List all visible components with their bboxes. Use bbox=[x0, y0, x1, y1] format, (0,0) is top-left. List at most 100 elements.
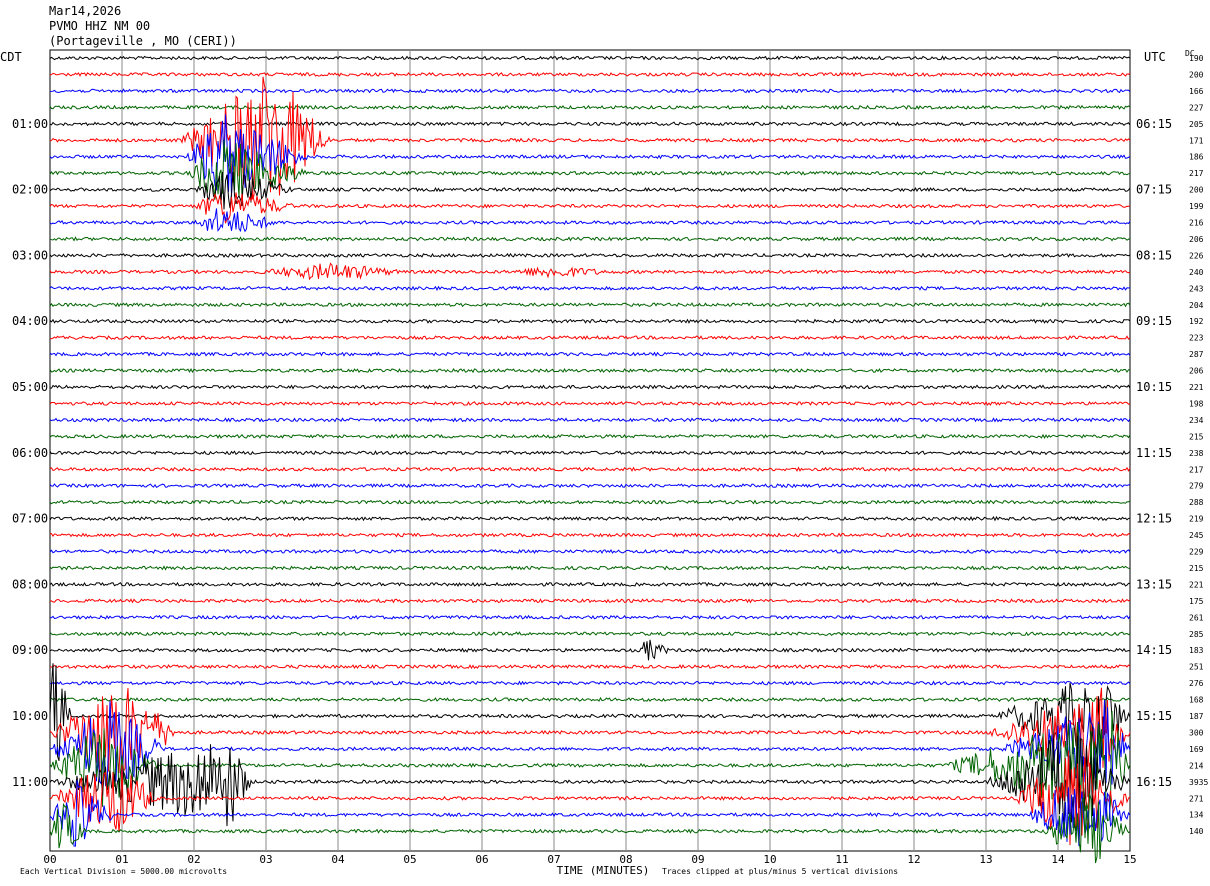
dc-offset-label: 234 bbox=[1189, 416, 1204, 425]
right-time-label: 12:15 bbox=[1136, 512, 1172, 526]
dc-offset-label: 204 bbox=[1189, 301, 1204, 310]
dc-offset-label: 186 bbox=[1189, 153, 1204, 162]
left-time-label: 02:00 bbox=[12, 183, 48, 197]
seismic-trace bbox=[49, 318, 1131, 324]
station-location: (Portageville , MO (CERI)) bbox=[49, 34, 237, 48]
seismic-trace bbox=[49, 631, 1131, 637]
seismic-trace bbox=[49, 779, 1131, 847]
seismic-trace bbox=[49, 532, 1131, 538]
seismic-trace bbox=[49, 499, 1131, 505]
seismic-trace bbox=[49, 433, 1131, 439]
dc-offset-label: 190 bbox=[1189, 54, 1204, 63]
x-tick-label: 03 bbox=[259, 853, 272, 866]
dc-offset-label: 175 bbox=[1189, 597, 1204, 606]
seismic-trace bbox=[49, 614, 1131, 620]
left-time-label: 11:00 bbox=[12, 775, 48, 789]
left-timezone-label: CDT bbox=[0, 50, 22, 64]
dc-offset-label: 216 bbox=[1189, 219, 1204, 228]
dc-offset-label: 199 bbox=[1189, 202, 1204, 211]
dc-offset-label: 3935 bbox=[1189, 778, 1208, 787]
left-time-label: 10:00 bbox=[12, 709, 48, 723]
right-time-label: 15:15 bbox=[1136, 709, 1172, 723]
seismic-trace bbox=[49, 699, 1131, 789]
seismic-trace bbox=[49, 335, 1131, 341]
seismic-trace bbox=[49, 367, 1131, 374]
seismic-trace bbox=[49, 400, 1131, 406]
x-tick-label: 06 bbox=[475, 853, 488, 866]
left-time-label: 05:00 bbox=[12, 380, 48, 394]
x-tick-label: 15 bbox=[1123, 853, 1136, 866]
x-tick-label: 01 bbox=[115, 853, 128, 866]
left-time-label: 04:00 bbox=[12, 314, 48, 328]
dc-offset-label: 285 bbox=[1189, 630, 1204, 639]
dc-offset-label: 217 bbox=[1189, 465, 1204, 474]
dc-offset-label: 223 bbox=[1189, 334, 1204, 343]
right-timezone-label: UTC bbox=[1144, 50, 1166, 64]
dc-offset-label: 134 bbox=[1189, 811, 1204, 820]
dc-offset-label: 229 bbox=[1189, 548, 1204, 557]
dc-offset-label: 140 bbox=[1189, 827, 1204, 836]
plot-frame bbox=[49, 49, 1131, 852]
x-tick-label: 04 bbox=[331, 853, 345, 866]
dc-offset-label: 226 bbox=[1189, 251, 1204, 260]
dc-offset-label: 271 bbox=[1189, 794, 1204, 803]
dc-offset-label: 192 bbox=[1189, 317, 1204, 326]
dc-offset-label: 214 bbox=[1189, 761, 1204, 770]
scale-note: Each Vertical Division = 5000.00 microvo… bbox=[20, 867, 228, 876]
dc-offset-label: 240 bbox=[1189, 268, 1204, 277]
seismic-trace bbox=[49, 88, 1131, 94]
dc-offset-label: 287 bbox=[1189, 350, 1204, 359]
seismic-trace bbox=[49, 76, 1131, 200]
seismic-trace bbox=[49, 450, 1131, 456]
right-time-label: 16:15 bbox=[1136, 775, 1172, 789]
x-tick-label: 14 bbox=[1051, 853, 1065, 866]
x-tick-label: 12 bbox=[907, 853, 920, 866]
right-time-label: 09:15 bbox=[1136, 314, 1172, 328]
x-tick-label: 05 bbox=[403, 853, 416, 866]
right-time-label: 10:15 bbox=[1136, 380, 1172, 394]
seismic-trace bbox=[49, 663, 1131, 762]
seismic-trace bbox=[49, 639, 1131, 661]
left-time-label: 09:00 bbox=[12, 643, 48, 657]
dc-offset-label: 227 bbox=[1189, 103, 1204, 112]
dc-offset-label: 169 bbox=[1189, 745, 1204, 754]
station-channel: PVMO HHZ NM 00 bbox=[49, 19, 151, 33]
seismic-trace bbox=[49, 483, 1131, 489]
seismic-trace bbox=[49, 710, 1131, 822]
x-tick-label: 09 bbox=[691, 853, 704, 866]
seismic-trace bbox=[49, 236, 1131, 242]
dc-offset-label: 300 bbox=[1189, 728, 1204, 737]
x-tick-label: 13 bbox=[979, 853, 992, 866]
seismic-trace bbox=[49, 71, 1131, 77]
seismic-trace bbox=[49, 735, 1131, 832]
dc-offset-label: 200 bbox=[1189, 186, 1204, 195]
dc-offset-label: 205 bbox=[1189, 120, 1204, 129]
dc-offset-label: 171 bbox=[1189, 136, 1204, 145]
seismic-trace bbox=[49, 466, 1131, 472]
dc-offset-label: 215 bbox=[1189, 432, 1204, 441]
dc-offset-label: 221 bbox=[1189, 383, 1204, 392]
left-time-label: 08:00 bbox=[12, 577, 48, 591]
seismic-trace bbox=[49, 515, 1131, 522]
dc-offset-label: 243 bbox=[1189, 284, 1204, 293]
seismic-trace bbox=[49, 104, 1131, 110]
dc-offset-label: 221 bbox=[1189, 580, 1204, 589]
dc-offset-label: 168 bbox=[1189, 696, 1204, 705]
dc-offset-label: 187 bbox=[1189, 712, 1204, 721]
seismic-trace bbox=[49, 55, 1131, 61]
seismic-trace bbox=[49, 285, 1131, 292]
seismic-trace bbox=[49, 351, 1131, 357]
seismic-trace bbox=[49, 687, 1131, 774]
seismic-trace bbox=[49, 171, 1131, 210]
seismic-trace bbox=[49, 750, 1131, 846]
dc-offset-label: 261 bbox=[1189, 613, 1204, 622]
dc-offset-label: 166 bbox=[1189, 87, 1204, 96]
seismic-trace bbox=[49, 262, 1131, 281]
seismic-trace bbox=[49, 208, 1131, 233]
dc-offset-label: 198 bbox=[1189, 399, 1204, 408]
x-tick-label: 07 bbox=[547, 853, 560, 866]
seismic-trace bbox=[49, 581, 1130, 588]
dc-offset-label: 217 bbox=[1189, 169, 1204, 178]
dc-offset-label: 279 bbox=[1189, 482, 1204, 491]
dc-offset-label: 219 bbox=[1189, 515, 1204, 524]
